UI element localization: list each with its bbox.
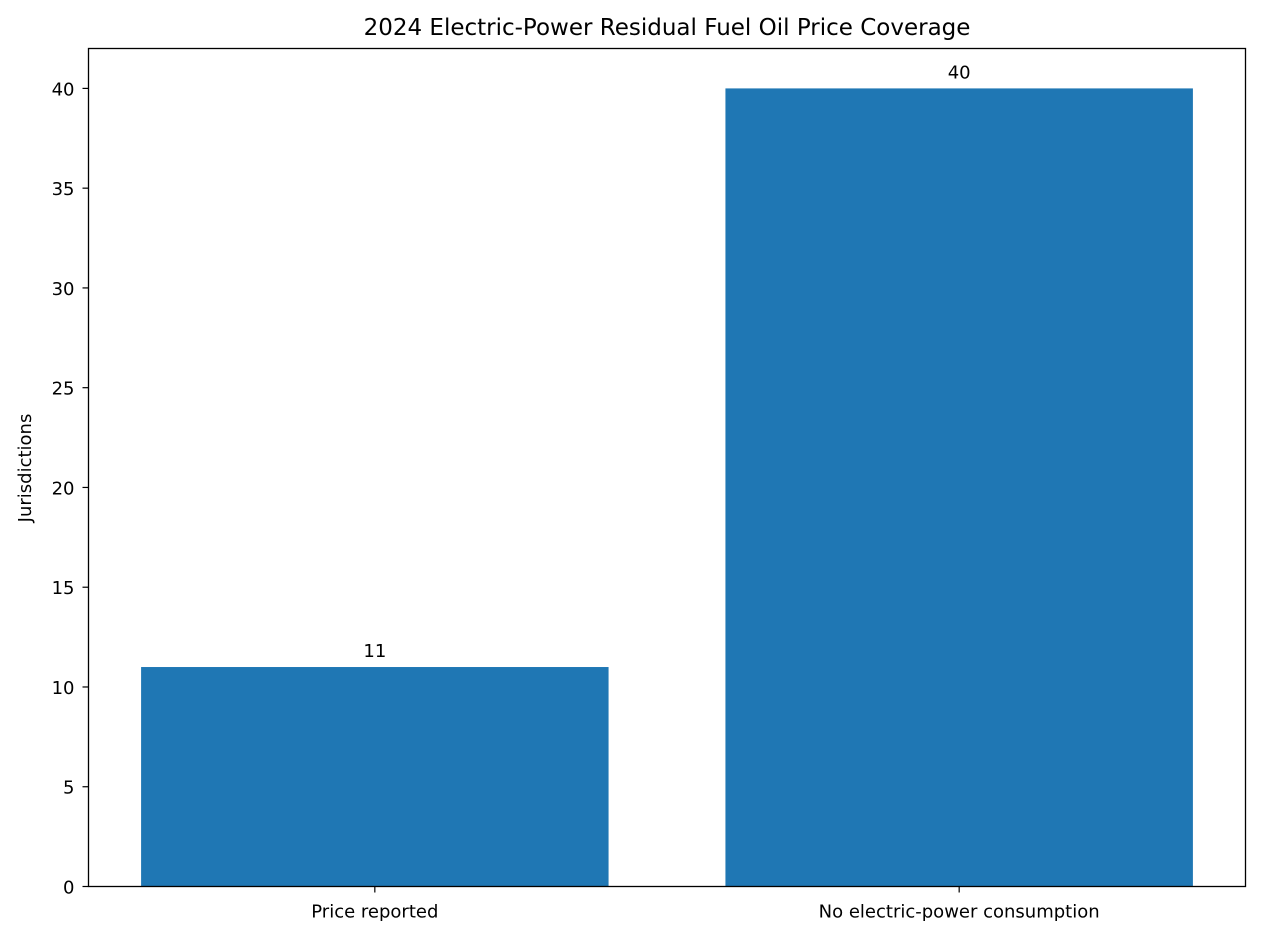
y-tick-label-0: 0 <box>63 878 74 899</box>
bar-price-reported <box>141 667 609 887</box>
y-tick-label-40: 40 <box>52 79 75 100</box>
bars-layer: 11 40 <box>141 62 1193 887</box>
x-tick-label-no-electric-power-consumption: No electric-power consumption <box>819 902 1100 923</box>
y-tick-label-30: 30 <box>52 279 75 300</box>
chart-title: 2024 Electric-Power Residual Fuel Oil Pr… <box>364 15 971 41</box>
y-tick-label-15: 15 <box>52 578 75 599</box>
ticks-layer: Price reported No electric-power consumpt… <box>52 79 1100 922</box>
y-tick-label-10: 10 <box>52 678 75 699</box>
y-axis-label: Jurisdictions <box>15 414 36 524</box>
x-tick-label-price-reported: Price reported <box>311 902 438 923</box>
y-tick-label-5: 5 <box>63 778 74 799</box>
plot-frame <box>87 47 1247 888</box>
y-tick-label-20: 20 <box>52 478 75 499</box>
y-tick-label-35: 35 <box>52 179 75 200</box>
data-label-price-reported: 11 <box>363 641 386 662</box>
y-tick-label-25: 25 <box>52 379 75 400</box>
data-label-no-electric-power-consumption: 40 <box>948 62 971 83</box>
bar-no-electric-power-consumption <box>725 88 1193 887</box>
